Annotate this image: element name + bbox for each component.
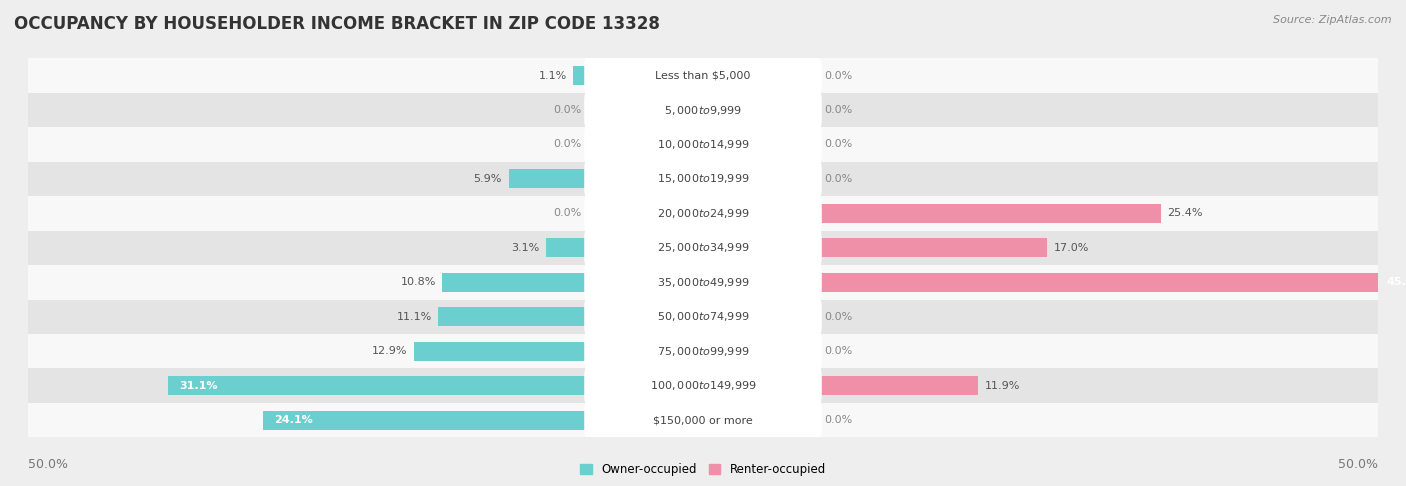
Legend: Owner-occupied, Renter-occupied: Owner-occupied, Renter-occupied [575,458,831,481]
Text: Less than $5,000: Less than $5,000 [655,70,751,81]
Text: 0.0%: 0.0% [824,346,852,356]
Text: 0.0%: 0.0% [824,139,852,150]
Text: $50,000 to $74,999: $50,000 to $74,999 [657,310,749,323]
Bar [28,265,1378,299]
Text: 0.0%: 0.0% [824,415,852,425]
Bar [818,239,1047,258]
Text: 25.4%: 25.4% [1167,208,1202,218]
Bar [28,58,1378,93]
Bar [28,403,1378,437]
Text: $10,000 to $14,999: $10,000 to $14,999 [657,138,749,151]
Text: $150,000 or more: $150,000 or more [654,415,752,425]
Bar [443,273,588,292]
Bar [818,273,1406,292]
Bar [574,66,588,85]
Text: $20,000 to $24,999: $20,000 to $24,999 [657,207,749,220]
FancyBboxPatch shape [585,262,821,302]
Text: 0.0%: 0.0% [824,174,852,184]
Bar [28,93,1378,127]
Bar [28,334,1378,368]
Bar [509,170,588,189]
Text: 50.0%: 50.0% [1339,458,1378,471]
FancyBboxPatch shape [585,90,821,130]
Bar [818,204,1160,223]
FancyBboxPatch shape [585,125,821,164]
Text: 3.1%: 3.1% [512,243,540,253]
Text: 0.0%: 0.0% [554,105,582,115]
Text: 31.1%: 31.1% [180,381,218,391]
Text: 45.8%: 45.8% [1386,278,1406,287]
FancyBboxPatch shape [585,331,821,371]
Text: $35,000 to $49,999: $35,000 to $49,999 [657,276,749,289]
FancyBboxPatch shape [585,297,821,337]
Text: $75,000 to $99,999: $75,000 to $99,999 [657,345,749,358]
Text: 12.9%: 12.9% [373,346,408,356]
Bar [439,307,588,326]
Text: 11.9%: 11.9% [986,381,1021,391]
Bar [28,299,1378,334]
Text: Source: ZipAtlas.com: Source: ZipAtlas.com [1274,15,1392,25]
Text: 5.9%: 5.9% [474,174,502,184]
Bar [28,162,1378,196]
Text: $100,000 to $149,999: $100,000 to $149,999 [650,379,756,392]
Text: 0.0%: 0.0% [554,139,582,150]
FancyBboxPatch shape [585,159,821,199]
Bar [415,342,588,361]
Text: 0.0%: 0.0% [554,208,582,218]
Text: $15,000 to $19,999: $15,000 to $19,999 [657,173,749,186]
Text: OCCUPANCY BY HOUSEHOLDER INCOME BRACKET IN ZIP CODE 13328: OCCUPANCY BY HOUSEHOLDER INCOME BRACKET … [14,15,659,33]
Bar [263,411,588,430]
FancyBboxPatch shape [585,366,821,405]
Text: 0.0%: 0.0% [824,105,852,115]
Text: 24.1%: 24.1% [274,415,312,425]
Text: 50.0%: 50.0% [28,458,67,471]
Text: $25,000 to $34,999: $25,000 to $34,999 [657,242,749,254]
Text: 0.0%: 0.0% [824,70,852,81]
Bar [28,196,1378,231]
Text: 1.1%: 1.1% [538,70,567,81]
FancyBboxPatch shape [585,56,821,95]
Text: $5,000 to $9,999: $5,000 to $9,999 [664,104,742,117]
Text: 17.0%: 17.0% [1054,243,1090,253]
Text: 10.8%: 10.8% [401,278,436,287]
FancyBboxPatch shape [585,400,821,440]
Bar [28,127,1378,162]
Bar [28,368,1378,403]
Text: 0.0%: 0.0% [824,312,852,322]
Bar [28,231,1378,265]
FancyBboxPatch shape [585,193,821,233]
Bar [547,239,588,258]
Bar [818,376,979,395]
Bar [169,376,588,395]
FancyBboxPatch shape [585,228,821,268]
Text: 11.1%: 11.1% [396,312,432,322]
